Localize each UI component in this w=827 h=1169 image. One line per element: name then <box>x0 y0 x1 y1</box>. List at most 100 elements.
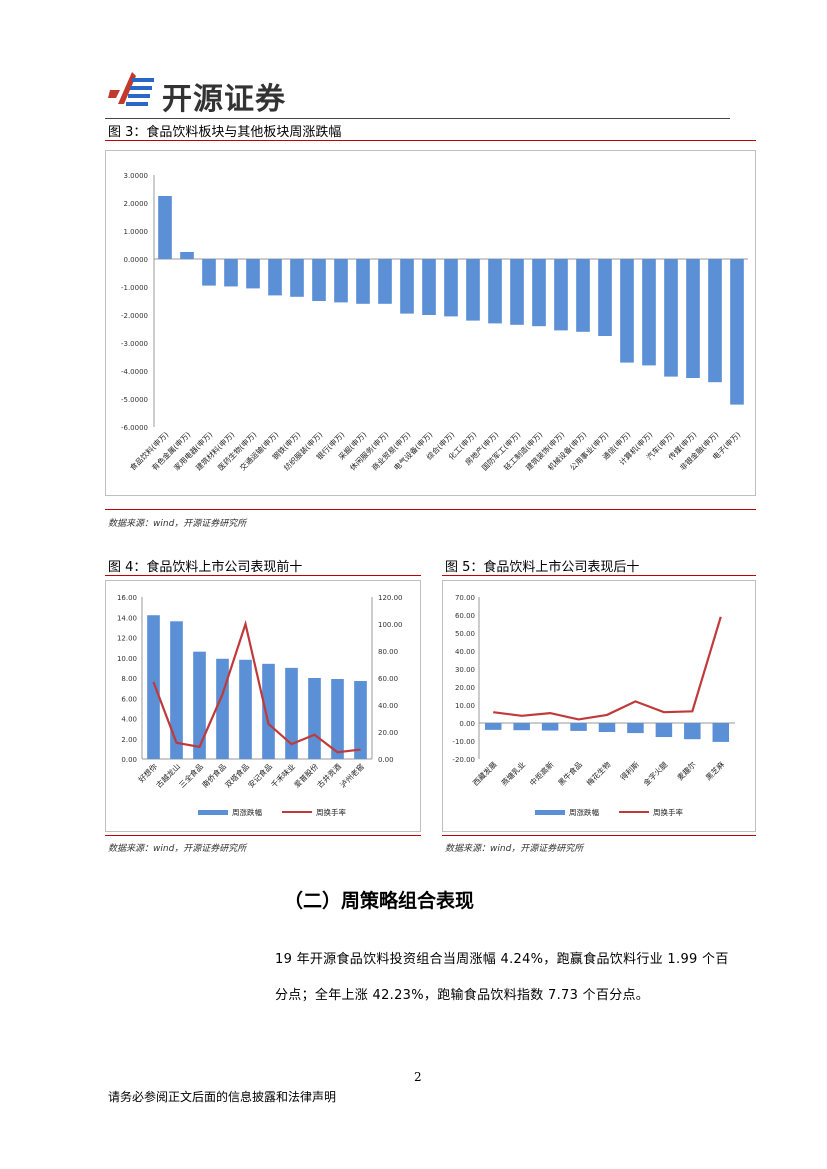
fig5-bar <box>712 723 730 742</box>
fig4-x-tick-label: 南侨食品 <box>200 761 228 789</box>
fig4-y-right-tick-label: 100.00 <box>378 621 403 629</box>
fig3-bar <box>576 259 590 332</box>
fig3-bar <box>730 259 744 405</box>
fig4-turnover-line <box>152 619 361 754</box>
header-divider <box>105 118 730 119</box>
fig5-bar <box>684 723 701 740</box>
fig5-x-tick-label: 麦趣尔 <box>675 759 698 782</box>
fig3-bar <box>334 259 348 303</box>
fig5-y-tick-label: 50.00 <box>455 630 475 638</box>
logo-icon <box>108 72 154 106</box>
fig4-bar <box>170 621 183 759</box>
fig4-y-left-tick-label: 0.00 <box>121 756 137 764</box>
fig4-bar <box>308 678 321 759</box>
fig3-bar <box>356 259 370 304</box>
fig3-bar <box>620 259 634 363</box>
fig5-y-tick-label: 10.00 <box>455 702 475 710</box>
fig4-bar <box>239 659 252 759</box>
fig3-bar <box>224 259 238 287</box>
fig5-y-tick-label: -10.00 <box>452 738 475 746</box>
fig5-y-tick-label: -20.00 <box>452 756 475 764</box>
fig5-legend-bar-label: 周涨跌幅 <box>569 807 599 817</box>
fig5-turnover-line <box>493 616 722 721</box>
fig4-legend-bar-label: 周涨跌幅 <box>232 807 262 817</box>
fig4-y-left-tick-label: 14.00 <box>117 614 137 622</box>
fig3-bar <box>422 259 436 315</box>
fig4-y-right-tick-label: 40.00 <box>378 702 398 710</box>
fig4-y-left-tick-label: 8.00 <box>121 675 137 683</box>
fig3-bar <box>598 259 612 336</box>
fig4-y-right-tick-label: 80.00 <box>378 648 398 656</box>
fig5-bar <box>541 723 559 731</box>
fig3-title: 图 3：食品饮料板块与其他板块周涨跌幅 <box>108 125 342 140</box>
fig3-y-tick-label: 0.0000 <box>124 256 149 264</box>
fig4-y-left-tick-label: 10.00 <box>117 655 137 663</box>
fig3-y-tick-label: 1.0000 <box>124 228 149 236</box>
fig4-y-right-tick-label: 20.00 <box>378 729 398 737</box>
fig3-source-rule <box>105 509 756 510</box>
fig3-bar <box>158 196 172 259</box>
fig3-bar <box>664 259 678 377</box>
section-title: （二）周策略组合表现 <box>284 890 475 912</box>
fig3-bar <box>708 259 722 383</box>
fig4-x-tick-label: 古越龙山 <box>154 761 182 789</box>
fig4-y-left-tick-label: 12.00 <box>117 635 137 643</box>
fig4-x-tick-label: 古井贡酒 <box>315 761 344 790</box>
fig5-x-tick-label: 中炬高新 <box>527 759 556 788</box>
fig5-y-tick-label: 70.00 <box>455 594 475 602</box>
fig4-y-left-tick-label: 16.00 <box>117 594 137 602</box>
fig5-legend-bar-swatch <box>535 810 565 815</box>
fig3-y-tick-label: -2.0000 <box>121 312 148 320</box>
fig4-x-tick-label: 千禾味业 <box>269 761 298 790</box>
fig3-bar <box>312 259 326 301</box>
fig3-bar <box>510 259 524 325</box>
fig3-bar <box>378 259 392 304</box>
section-paragraph: 19 年开源食品饮料投资组合当周涨幅 4.24%，跑赢食品饮料行业 1.99 个… <box>275 942 745 1014</box>
fig4-y-right-tick-label: 60.00 <box>378 675 398 683</box>
fig5-legend-line-label: 周换手率 <box>653 807 683 817</box>
fig3-bar <box>532 259 546 327</box>
fig4-x-tick-label: 三全食品 <box>177 761 205 789</box>
fig5-bar <box>627 723 644 734</box>
fig4-legend-line-label: 周换手率 <box>316 807 346 817</box>
fig5-y-tick-label: 30.00 <box>455 666 475 674</box>
fig5-y-tick-label: 20.00 <box>455 684 475 692</box>
fig3-source: 数据来源：wind，开源证券研究所 <box>108 519 247 529</box>
fig3-y-tick-label: -6.0000 <box>121 424 148 432</box>
fig5-x-tick-label: 得利斯 <box>618 759 641 782</box>
fig5-x-tick-label: 黑牛食品 <box>556 759 584 787</box>
fig3-bar <box>642 259 656 366</box>
fig3-y-tick-label: -3.0000 <box>121 340 148 348</box>
fig4-x-tick-label: 爱普股份 <box>292 761 321 790</box>
fig4-y-left-tick-label: 4.00 <box>121 716 137 724</box>
fig3-chart-frame: 3.0000 2.0000 1.0000 0.0000 -1.0000 -2.0000 -3… <box>105 150 756 496</box>
fig3-y-tick-label: 3.0000 <box>124 172 149 180</box>
fig3-bar <box>290 259 304 297</box>
fig3-title-rule <box>105 140 756 141</box>
fig5-source: 数据来源：wind，开源证券研究所 <box>445 844 584 854</box>
fig4-chart: 16.00 14.00 12.00 10.00 8.00 6.00 4.00 2.00 0.00… <box>117 594 403 817</box>
fig4-y-right-tick-label: 0.00 <box>378 756 394 764</box>
fig5-bar <box>570 723 587 731</box>
fig4-source: 数据来源：wind，开源证券研究所 <box>108 844 247 854</box>
fig3-y-tick-label: -1.0000 <box>121 284 148 292</box>
fig4-x-tick-label: 泸州老窖 <box>338 761 367 790</box>
fig5-y-tick-label: 0.00 <box>459 720 475 728</box>
fig5-y-tick-label: 40.00 <box>455 648 475 656</box>
fig3-y-tick-label: -4.0000 <box>121 368 148 376</box>
fig3-bar <box>466 259 480 321</box>
fig4-chart-frame: 16.00 14.00 12.00 10.00 8.00 6.00 4.00 2.00 0.00… <box>105 580 421 832</box>
fig4-y-left-tick-label: 2.00 <box>121 736 137 744</box>
fig4-bar <box>262 663 275 759</box>
fig4-bar <box>285 667 298 759</box>
fig4-title-rule <box>105 575 421 576</box>
fig5-title: 图 5：食品饮料上市公司表现后十 <box>445 560 640 575</box>
fig5-bar <box>484 723 502 730</box>
fig4-bar <box>331 679 344 759</box>
fig5-x-tick-label: 黑芝麻 <box>703 759 726 782</box>
fig3-bar <box>202 259 216 286</box>
fig3-bar <box>554 259 568 331</box>
fig5-chart-frame: 70.00 60.00 50.00 40.00 30.00 20.00 10.00 0.00 -… <box>442 580 756 832</box>
fig3-y-tick-label: 2.0000 <box>124 200 149 208</box>
fig4-legend-bar-swatch <box>198 810 228 815</box>
